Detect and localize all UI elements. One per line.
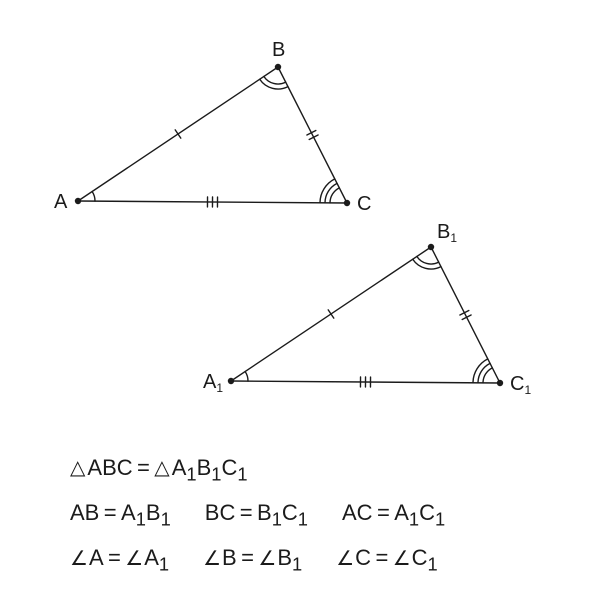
equation-congruence: △ABC = △A1B1C1 bbox=[70, 455, 248, 485]
label-A: A bbox=[54, 191, 67, 214]
equation-angles: ∠A = ∠A1∠B = ∠B1∠C = ∠C1 bbox=[70, 545, 438, 575]
label-C: C bbox=[357, 193, 371, 216]
label-C1: C1 bbox=[510, 373, 531, 396]
equation-sides: AB = A1B1BC = B1C1AC = A1C1 bbox=[70, 500, 445, 530]
diagram-canvas: A B C A1 B1 C1 △ABC = △A1B1C1 AB = A1B1B… bbox=[0, 0, 600, 600]
label-B1: B1 bbox=[437, 221, 457, 244]
label-B: B bbox=[272, 39, 285, 62]
label-A1: A1 bbox=[203, 371, 223, 394]
